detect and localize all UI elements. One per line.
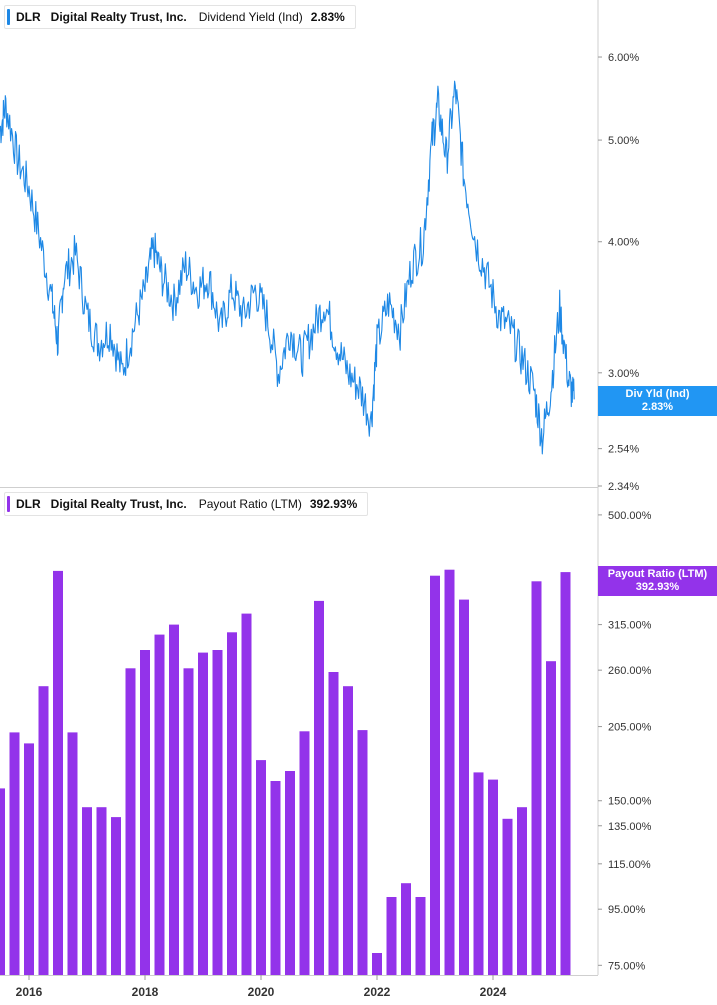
yield-series-line (0, 80, 575, 455)
payout-bar (488, 779, 498, 975)
payout-bar (386, 897, 397, 975)
payout-bar (96, 807, 107, 975)
payout-legend-swatch (7, 496, 10, 512)
y-tick-label: 4.00% (608, 237, 639, 249)
yield-line-group (0, 80, 575, 455)
payout-bar (0, 788, 5, 975)
payout-bar (125, 668, 136, 975)
payout-bar (444, 569, 455, 975)
y-tick-label: 2.34% (608, 481, 639, 493)
payout-bar (270, 781, 281, 975)
payout-bar (546, 661, 556, 975)
y-tick-label: 135.00% (608, 821, 652, 833)
payout-legend-company: Digital Realty Trust, Inc. (50, 497, 187, 511)
top-y-axis: 6.00% 5.00% 4.00% 3.00% 2.54% 2.34% (598, 52, 639, 493)
yield-flag-title: Div Yld (Ind) (625, 388, 690, 400)
y-tick-label: 150.00% (608, 796, 652, 808)
payout-bar (560, 572, 571, 975)
payout-bar (531, 581, 542, 975)
payout-bar (285, 771, 295, 975)
x-tick-label: 2024 (480, 985, 507, 999)
payout-bar (473, 772, 484, 975)
y-tick-label: 315.00% (608, 620, 652, 632)
y-tick-label: 500.00% (608, 510, 652, 522)
payout-bar (314, 600, 324, 975)
x-tick-label: 2022 (364, 985, 391, 999)
payout-bar (53, 570, 63, 975)
payout-bar (241, 613, 252, 975)
yield-legend-company: Digital Realty Trust, Inc. (50, 10, 187, 24)
yield-legend-swatch (7, 9, 10, 25)
payout-bar (517, 807, 527, 975)
bottom-y-axis: 500.00% 315.00% 260.00% 205.00% 150.00% 135.0… (598, 510, 652, 972)
x-tick-label: 2018 (132, 985, 159, 999)
y-tick-label: 115.00% (608, 859, 651, 871)
payout-bar (67, 732, 78, 975)
payout-legend-metric: Payout Ratio (LTM) (198, 497, 302, 511)
yield-legend: DLR Digital Realty Trust, Inc. Dividend … (4, 5, 356, 29)
y-tick-label: 260.00% (608, 665, 652, 677)
payout-bar (299, 731, 310, 975)
payout-bar (256, 760, 266, 975)
yield-flag-value: 2.83% (641, 401, 674, 413)
y-tick-label: 205.00% (608, 722, 652, 734)
payout-bar (82, 807, 92, 975)
payout-bar (140, 650, 150, 975)
y-tick-label: 95.00% (608, 904, 646, 916)
payout-flag-title: Payout Ratio (LTM) (607, 568, 708, 580)
y-tick-label: 75.00% (608, 960, 646, 972)
payout-value-flag: Payout Ratio (LTM) 392.93% (598, 566, 717, 596)
payout-legend-value: 392.93% (309, 497, 358, 511)
payout-bar (169, 624, 179, 975)
x-axis: 2016 2018 2020 2022 2024 (16, 975, 507, 999)
payout-bar (372, 953, 382, 975)
payout-bar (328, 672, 339, 975)
x-tick-label: 2020 (248, 985, 275, 999)
y-tick-label: 6.00% (608, 52, 639, 64)
yield-legend-ticker: DLR (16, 10, 41, 24)
payout-bar (38, 686, 49, 975)
y-tick-label: 3.00% (608, 368, 639, 380)
payout-legend: DLR Digital Realty Trust, Inc. Payout Ra… (4, 492, 369, 516)
payout-bar (343, 686, 353, 975)
payout-bar (24, 743, 34, 975)
payout-bar (430, 575, 440, 975)
payout-bar (212, 650, 223, 975)
payout-legend-ticker: DLR (16, 497, 41, 511)
x-tick-label: 2016 (16, 985, 43, 999)
yield-value-flag: Div Yld (Ind) 2.83% (598, 386, 717, 416)
yield-legend-metric: Dividend Yield (Ind) (198, 10, 303, 24)
payout-bar (198, 652, 208, 975)
payout-bar (401, 883, 411, 975)
payout-flag-value: 392.93% (635, 581, 680, 593)
payout-bar (183, 668, 194, 975)
payout-bar (459, 599, 469, 975)
y-tick-label: 5.00% (608, 135, 639, 147)
yield-legend-value: 2.83% (310, 10, 345, 24)
payout-bar (502, 818, 513, 975)
payout-bar (415, 897, 426, 975)
payout-bar (357, 730, 368, 975)
payout-bar (9, 732, 20, 975)
y-tick-label: 2.54% (608, 444, 639, 456)
payout-bar (111, 817, 121, 975)
payout-bars-group (0, 569, 571, 975)
payout-bar (227, 632, 237, 975)
payout-bar (154, 634, 165, 975)
